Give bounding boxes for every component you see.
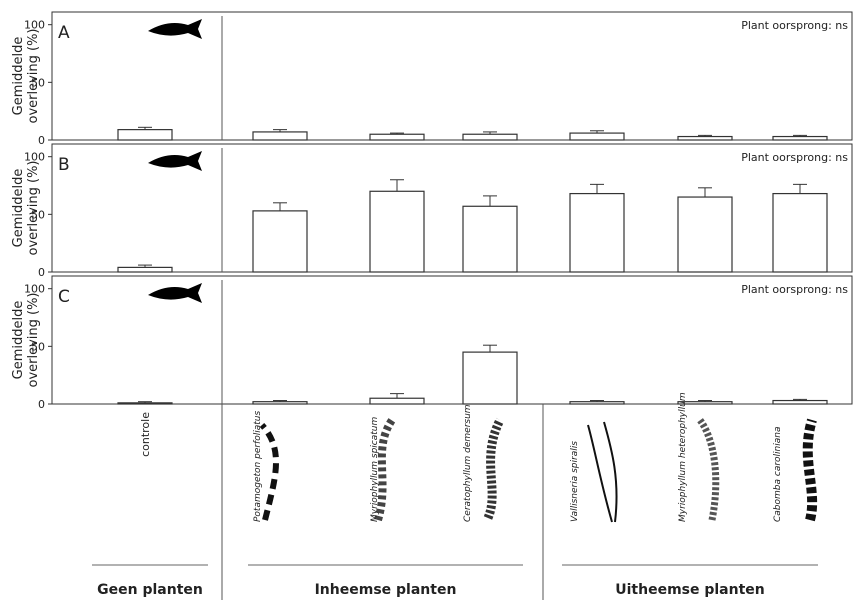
bar — [570, 194, 624, 272]
bar — [463, 134, 517, 140]
category-label: Cabomba caroliniana — [773, 427, 783, 522]
y-axis-label: Gemiddelde — [11, 37, 26, 116]
y-axis-label: Gemiddelde — [11, 301, 26, 380]
y-axis-label: overleving (%) — [26, 160, 41, 255]
bar — [118, 267, 172, 272]
bar — [773, 401, 827, 404]
error-bar — [273, 203, 287, 211]
plant-images — [262, 420, 812, 522]
error-bar — [390, 394, 404, 399]
y-axis-label: overleving (%) — [26, 28, 41, 123]
fish-icon — [148, 151, 202, 171]
bar — [370, 398, 424, 404]
bar — [570, 402, 624, 404]
group-label: Geen planten — [97, 582, 203, 598]
annotation: Plant oorsprong: ns — [741, 19, 848, 32]
bar — [678, 197, 732, 272]
y-axis-label: Gemiddelde — [11, 169, 26, 248]
y-tick-label: 0 — [38, 134, 45, 147]
category-label: Potamogeton perfoliatus — [253, 411, 263, 522]
bar — [463, 206, 517, 272]
category-label: Myriophyllum spicatum — [370, 417, 380, 522]
bar — [118, 403, 172, 404]
fish-icon — [148, 283, 202, 303]
y-axis-label: overleving (%) — [26, 292, 41, 387]
fish-icon — [148, 19, 202, 39]
panel-letter: C — [58, 287, 70, 307]
bar — [463, 352, 517, 404]
bar — [118, 130, 172, 140]
figure: 050100Gemiddeldeoverleving (%)APlant oor… — [0, 0, 858, 600]
bar — [570, 133, 624, 140]
error-bar — [590, 184, 604, 193]
group-label: Inheemse planten — [315, 582, 457, 598]
panel-letter: B — [58, 155, 70, 175]
error-bar — [698, 188, 712, 197]
error-bar — [483, 345, 497, 352]
bar — [253, 402, 307, 404]
annotation: Plant oorsprong: ns — [741, 283, 848, 296]
bar — [773, 137, 827, 140]
bar — [253, 132, 307, 140]
bar — [678, 137, 732, 140]
y-tick-label: 0 — [38, 266, 45, 279]
bar — [370, 134, 424, 140]
category-label: Myriophyllum heterophyllum — [678, 392, 688, 522]
error-bar — [483, 196, 497, 206]
error-bar — [793, 184, 807, 193]
bar — [370, 191, 424, 272]
y-tick-label: 0 — [38, 398, 45, 411]
category-label: Vallisneria spiralis — [570, 441, 580, 522]
category-label: Ceratophyllum demersum — [463, 404, 473, 522]
error-bar — [390, 180, 404, 192]
category-label: controle — [139, 412, 152, 457]
group-label: Uitheemse planten — [615, 582, 765, 598]
annotation: Plant oorsprong: ns — [741, 151, 848, 164]
bar — [253, 211, 307, 272]
panel-letter: A — [58, 23, 70, 43]
bar — [773, 194, 827, 272]
